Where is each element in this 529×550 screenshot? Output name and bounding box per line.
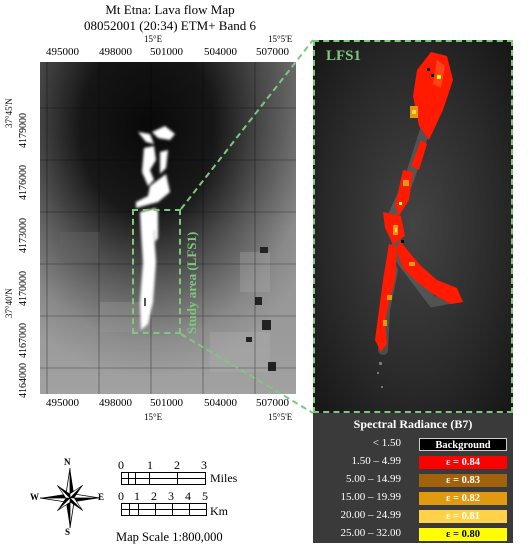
legend-swatch: ε = 0.80 [419,528,507,541]
legend-swatch: ε = 0.81 [419,510,507,523]
compass-south: S [65,527,71,537]
map-subtitle: 08052001 (20:34) ETM+ Band 6 [84,18,256,33]
compass-east: E [98,492,105,502]
km-tick: 2 [151,489,157,503]
top-easting-label: 495000 [46,46,79,58]
legend-range: 15.00 – 19.99 [340,491,402,503]
km-tick: 3 [168,489,174,503]
legend-item: 25.00 – 32.00 ε = 0.80 [313,527,513,542]
top-easting-label: 504000 [204,46,237,58]
legend-range: 1.50 – 4.99 [351,455,402,467]
legend: Spectral Radiance (B7) < 1.50 Background… [313,413,513,543]
compass-west: W [30,492,39,502]
km-tick: 4 [185,489,191,503]
bottom-lon-label: 15°5'E [268,412,293,422]
miles-unit: Miles [210,471,238,485]
legend-item: 1.50 – 4.99 ε = 0.84 [313,455,513,470]
top-lon-label: 15°5'E [268,34,293,44]
legend-swatch: ε = 0.83 [419,474,507,487]
miles-tick: 3 [201,458,207,472]
miles-tick: 2 [174,458,180,472]
km-unit: Km [210,504,228,518]
legend-item: 20.00 – 24.99 ε = 0.81 [313,509,513,524]
legend-swatch: ε = 0.84 [419,456,507,469]
km-tick: 5 [202,489,208,503]
miles-scale-bar [121,472,211,491]
legend-range: 5.00 – 14.99 [346,473,401,485]
legend-swatch: Background [419,438,507,451]
satellite-map [40,62,296,394]
legend-range: 25.00 – 32.00 [340,527,402,539]
legend-range: 20.00 – 24.99 [340,509,402,521]
lfs1-zoom-panel [313,40,513,413]
km-scale-bar [121,503,211,522]
legend-range: < 1.50 [372,437,401,449]
top-easting-label: 501000 [150,46,183,58]
legend-item: 15.00 – 19.99 ε = 0.82 [313,491,513,506]
top-easting-label: 498000 [99,46,132,58]
bottom-easting-label: 501000 [150,397,183,409]
bottom-lon-label: 15°E [144,412,163,422]
legend-swatch: ε = 0.82 [419,492,507,505]
bottom-easting-label: 495000 [46,397,79,409]
bottom-easting-label: 498000 [99,397,132,409]
miles-tick: 1 [147,458,153,472]
compass-rose [30,458,110,538]
bottom-easting-label: 507000 [256,397,289,409]
km-tick: 0 [118,489,124,503]
legend-title: Spectral Radiance (B7) [353,417,473,431]
map-scale-text: Map Scale 1:800,000 [116,530,223,544]
legend-item: 5.00 – 14.99 ε = 0.83 [313,473,513,488]
top-easting-label: 507000 [256,46,289,58]
bottom-easting-label: 504000 [204,397,237,409]
legend-item: < 1.50 Background [313,437,513,452]
miles-tick: 0 [118,458,124,472]
lfs1-label: LFS1 [326,48,362,64]
compass-north: N [64,457,71,467]
km-tick: 1 [134,489,140,503]
map-title: Mt Etna: Lava flow Map [105,2,235,17]
top-lon-label: 15°E [144,34,163,44]
study-area-box [132,209,181,334]
zoom-panel-border [313,40,513,413]
